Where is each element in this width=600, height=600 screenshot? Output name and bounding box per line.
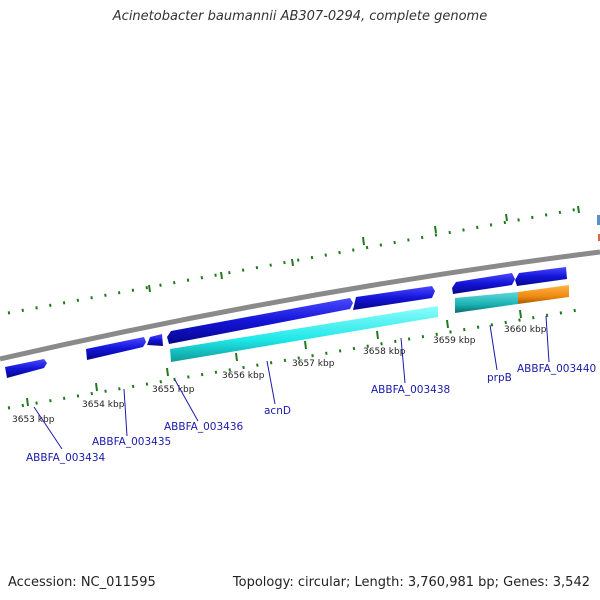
edge-feature-blue bbox=[597, 215, 600, 225]
gene-label-ABBFA_003436[interactable]: ABBFA_003436 bbox=[164, 421, 244, 433]
gene-ABBFA_003438[interactable] bbox=[353, 286, 435, 310]
gene-label-acnD[interactable]: acnD bbox=[264, 405, 291, 417]
feature-ABBFA_003440-orange[interactable] bbox=[518, 285, 569, 304]
kbp-label-3656: 3656 kbp bbox=[222, 371, 265, 381]
accession-label: Accession: NC_011595 bbox=[8, 575, 156, 590]
gene-label-ABBFA_003438[interactable]: ABBFA_003438 bbox=[371, 384, 450, 396]
gene-track-lower bbox=[170, 285, 569, 362]
gene-label-ABBFA_003435[interactable]: ABBFA_003435 bbox=[92, 436, 171, 448]
inner-tick-track bbox=[7, 308, 579, 410]
gene-label-ABBFA_003434[interactable]: ABBFA_003434 bbox=[26, 452, 106, 464]
kbp-label-3657: 3657 kbp bbox=[292, 359, 335, 369]
gene-label-ABBFA_003440[interactable]: ABBFA_003440 bbox=[517, 363, 596, 375]
gene-ABBFA_003435[interactable] bbox=[86, 337, 146, 360]
kbp-label-3658: 3658 kbp bbox=[363, 347, 406, 357]
kbp-label-3653: 3653 kbp bbox=[12, 415, 55, 425]
gene-ABBFA_003436[interactable] bbox=[147, 334, 163, 346]
edge-feature-red bbox=[598, 234, 600, 241]
map-title: Acinetobacter baumannii AB307-0294, comp… bbox=[112, 9, 488, 24]
gene-ABBFA_003440-blue[interactable] bbox=[515, 267, 567, 286]
kbp-label-3659: 3659 kbp bbox=[433, 336, 476, 346]
outer-tick-track bbox=[7, 205, 585, 315]
gene-leader-lines bbox=[33, 315, 550, 450]
kbp-label-3660: 3660 kbp bbox=[504, 325, 547, 335]
feature-prpB-teal[interactable] bbox=[455, 292, 518, 313]
gene-label-prpB[interactable]: prpB bbox=[487, 372, 512, 384]
gene-acnD[interactable] bbox=[167, 298, 353, 344]
genome-summary-label: Topology: circular; Length: 3,760,981 bp… bbox=[232, 575, 590, 590]
genome-backbone bbox=[0, 249, 600, 362]
kbp-label-3654: 3654 kbp bbox=[82, 400, 125, 410]
gene-labels: ABBFA_003434 ABBFA_003435 ABBFA_003436 a… bbox=[26, 363, 596, 464]
kbp-label-3655: 3655 kbp bbox=[152, 385, 195, 395]
kbp-labels: 3653 kbp 3654 kbp 3655 kbp 3656 kbp 3657… bbox=[12, 325, 547, 425]
gene-arrows-blue bbox=[5, 267, 567, 378]
feature-acnD-cyan[interactable] bbox=[170, 306, 438, 362]
gene-ABBFA_003434[interactable] bbox=[5, 359, 47, 378]
gene-prpB-blue[interactable] bbox=[452, 273, 515, 294]
